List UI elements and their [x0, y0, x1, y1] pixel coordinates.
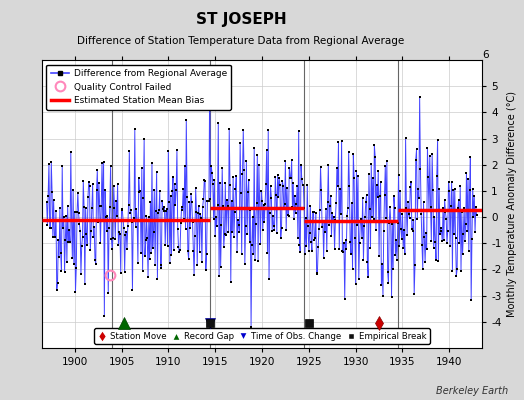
Y-axis label: Monthly Temperature Anomaly Difference (°C): Monthly Temperature Anomaly Difference (… — [507, 91, 517, 317]
Text: Difference of Station Temperature Data from Regional Average: Difference of Station Temperature Data f… — [78, 36, 405, 46]
Text: 6: 6 — [482, 50, 489, 60]
Text: Berkeley Earth: Berkeley Earth — [436, 386, 508, 396]
Text: ST JOSEPH: ST JOSEPH — [196, 12, 286, 27]
Legend: Station Move, Record Gap, Time of Obs. Change, Empirical Break: Station Move, Record Gap, Time of Obs. C… — [94, 328, 430, 344]
